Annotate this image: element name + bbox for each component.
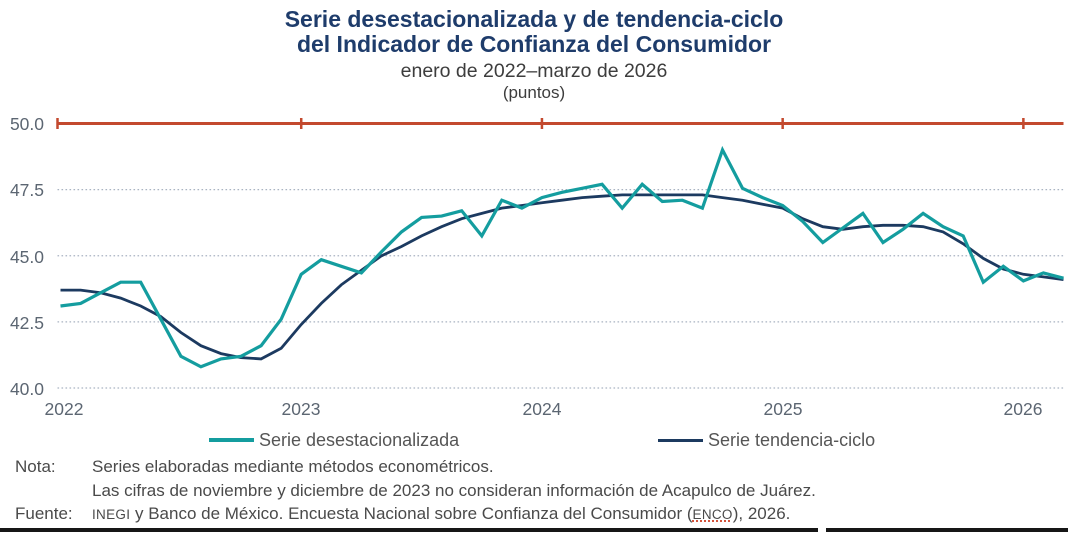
source-text: INEGI y Banco de México. Encuesta Nacion… <box>92 504 791 523</box>
legend-line-swatch-teal <box>209 438 254 442</box>
chart-header: Serie desestacionalizada y de tendencia-… <box>0 7 1068 103</box>
x-axis-tick-label: 2026 <box>1003 399 1043 419</box>
chart-units-label: (puntos) <box>502 83 566 102</box>
footer-bar-left <box>0 528 818 532</box>
note-line2: Las cifras de noviembre y diciembre de 2… <box>92 480 816 500</box>
note-line1: Series elaboradas mediante métodos econo… <box>92 457 494 476</box>
x-axis-tick-label: 2024 <box>522 399 562 419</box>
acronym-inegi: INEGI <box>92 507 131 522</box>
x-axis-tick-label: 2022 <box>44 399 84 419</box>
y-axis-tick-label: 50.0 <box>9 114 44 134</box>
legend-label: Serie tendencia-ciclo <box>708 429 876 450</box>
notes-block: Nota: Series elaboradas mediante métodos… <box>15 455 816 527</box>
chart-subtitle: enero de 2022–marzo de 2026 <box>400 60 668 82</box>
page-title-line1: Serie desestacionalizada y de tendencia-… <box>284 6 784 32</box>
y-axis-tick-label: 40.0 <box>9 379 44 399</box>
page-title-line2: del Indicador de Confianza del Consumido… <box>296 31 772 57</box>
x-axis-tick-label: 2023 <box>281 399 321 419</box>
note-label: Nota: <box>15 457 56 476</box>
legend-label: Serie desestacionalizada <box>259 429 460 450</box>
x-axis-tick-label: 2025 <box>763 399 803 419</box>
y-axis-tick-label: 47.5 <box>9 180 44 200</box>
legend-item-desestacionalizada: Serie desestacionalizada <box>209 429 460 450</box>
footer-bar-right <box>826 528 1068 532</box>
source-label: Fuente: <box>15 504 73 523</box>
legend-line-swatch-navy <box>658 438 703 442</box>
y-axis-tick-label: 45.0 <box>9 247 44 267</box>
acronym-enco: ENCO <box>692 507 733 522</box>
series-line-serie-tendencia-ciclo <box>60 193 1064 361</box>
y-axis-tick-label: 42.5 <box>9 313 44 333</box>
series-line-serie-desestacionalizada <box>60 145 1064 369</box>
legend-item-tendencia-ciclo: Serie tendencia-ciclo <box>658 429 876 450</box>
